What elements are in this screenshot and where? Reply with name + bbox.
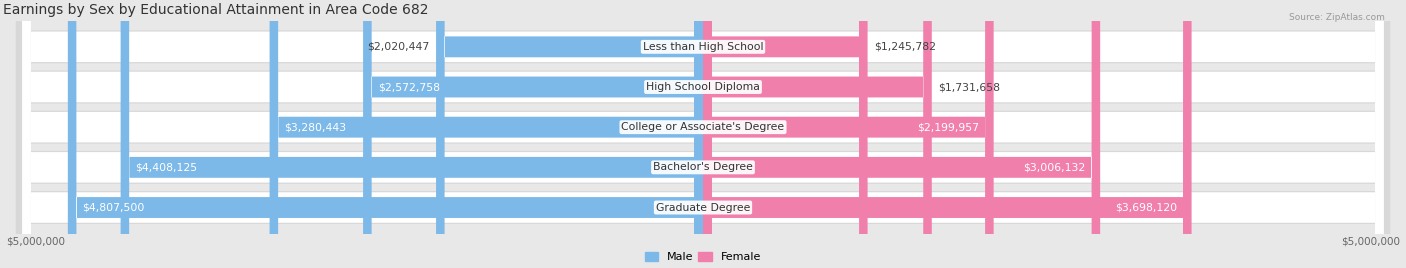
FancyBboxPatch shape	[22, 0, 1384, 268]
Text: $2,572,758: $2,572,758	[378, 82, 440, 92]
FancyBboxPatch shape	[703, 0, 1192, 268]
FancyBboxPatch shape	[15, 0, 1391, 268]
Text: $2,020,447: $2,020,447	[367, 42, 429, 52]
Text: Less than High School: Less than High School	[643, 42, 763, 52]
FancyBboxPatch shape	[22, 0, 1384, 268]
FancyBboxPatch shape	[22, 0, 1384, 268]
FancyBboxPatch shape	[703, 0, 1099, 268]
Text: $3,280,443: $3,280,443	[284, 122, 346, 132]
FancyBboxPatch shape	[22, 0, 1384, 268]
FancyBboxPatch shape	[15, 0, 1391, 268]
Text: $3,698,120: $3,698,120	[1115, 203, 1177, 213]
FancyBboxPatch shape	[703, 0, 994, 268]
Text: $5,000,000: $5,000,000	[1341, 236, 1400, 247]
Text: Graduate Degree: Graduate Degree	[655, 203, 751, 213]
Text: $5,000,000: $5,000,000	[6, 236, 65, 247]
Text: $2,199,957: $2,199,957	[917, 122, 979, 132]
FancyBboxPatch shape	[15, 0, 1391, 268]
Text: Bachelor's Degree: Bachelor's Degree	[652, 162, 754, 172]
Text: $3,006,132: $3,006,132	[1024, 162, 1085, 172]
FancyBboxPatch shape	[15, 0, 1391, 268]
FancyBboxPatch shape	[703, 0, 868, 268]
Text: $1,245,782: $1,245,782	[875, 42, 936, 52]
FancyBboxPatch shape	[67, 0, 703, 268]
Text: Earnings by Sex by Educational Attainment in Area Code 682: Earnings by Sex by Educational Attainmen…	[3, 3, 429, 17]
FancyBboxPatch shape	[22, 0, 1384, 268]
FancyBboxPatch shape	[121, 0, 703, 268]
Text: $4,807,500: $4,807,500	[83, 203, 145, 213]
Text: $1,731,658: $1,731,658	[938, 82, 1001, 92]
Text: College or Associate's Degree: College or Associate's Degree	[621, 122, 785, 132]
Text: Source: ZipAtlas.com: Source: ZipAtlas.com	[1289, 13, 1385, 23]
FancyBboxPatch shape	[270, 0, 703, 268]
FancyBboxPatch shape	[363, 0, 703, 268]
FancyBboxPatch shape	[436, 0, 703, 268]
FancyBboxPatch shape	[15, 0, 1391, 268]
Text: High School Diploma: High School Diploma	[647, 82, 759, 92]
Text: $4,408,125: $4,408,125	[135, 162, 197, 172]
FancyBboxPatch shape	[703, 0, 932, 268]
Legend: Male, Female: Male, Female	[641, 247, 765, 266]
